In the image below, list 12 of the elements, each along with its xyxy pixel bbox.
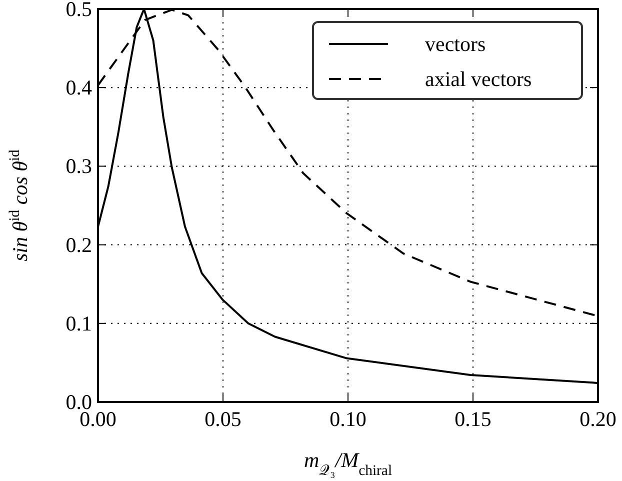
y-tick-label: 0.2 (66, 232, 92, 257)
x-tick-label: 0.10 (330, 407, 366, 431)
y-tick-label: 0.4 (66, 76, 92, 100)
y-tick-label: 0.1 (66, 311, 92, 336)
x-tick-label: 0.20 (580, 407, 616, 431)
x-tick-label: 0.05 (204, 407, 242, 431)
y-tick-label: 0.5 (66, 0, 92, 21)
x-tick-label: 0.15 (454, 407, 492, 431)
legend-label: axial vectors (425, 67, 532, 91)
legend-label: vectors (425, 32, 486, 56)
y-tick-label: 0.3 (66, 154, 92, 178)
x-axis-title: m$_{𝒬₃}$/M$_{chiral}$ (304, 448, 392, 479)
